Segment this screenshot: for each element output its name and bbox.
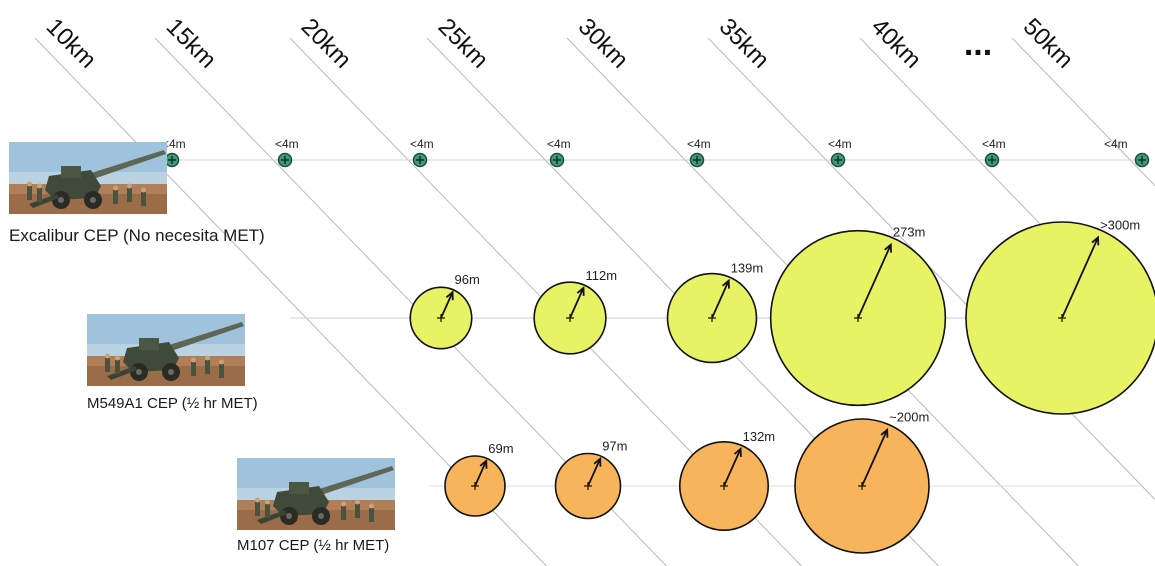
excalibur-cep-label: <4m — [162, 137, 186, 151]
excalibur-cep-marker: <4m — [1104, 137, 1150, 168]
excalibur-cep-label: <4m — [1104, 137, 1128, 151]
howitzer-illustration — [9, 142, 167, 214]
howitzer-illustration — [237, 458, 395, 530]
m549a1-cep-label: 139m — [731, 261, 764, 276]
howitzer-illustration — [87, 314, 245, 386]
m549a1-cep-circle: 273m — [769, 225, 947, 407]
range-label: 20km — [296, 13, 357, 74]
m107-cep-label: 69m — [488, 441, 513, 456]
excalibur-cep-label: <4m — [687, 137, 711, 151]
excalibur-cep-marker: <4m — [687, 137, 711, 168]
range-guide-line — [1011, 37, 1155, 187]
excalibur-cep-marker: <4m — [410, 137, 434, 168]
m549a1-cep-circle: >300m — [965, 217, 1155, 415]
m107-cep-label: 132m — [743, 429, 776, 444]
m107-cep-circle: ~200m — [794, 410, 930, 554]
m549a1-cep-label: 273m — [893, 225, 926, 240]
excalibur-howitzer-photo — [9, 142, 167, 214]
range-label: 15km — [161, 13, 222, 74]
range-ellipsis: ... — [964, 25, 992, 63]
m549a1-cep-label: >300m — [1100, 217, 1140, 232]
row-label-m549a1: M549A1 CEP (½ hr MET) — [87, 395, 258, 412]
m107-cep-circle: 69m — [444, 441, 514, 517]
row-label-excalibur: Excalibur CEP (No necesita MET) — [9, 226, 265, 245]
excalibur-cep-marker: <4m — [828, 137, 852, 168]
m549a1-cep-label: 112m — [585, 268, 617, 283]
m107-howitzer-photo — [237, 458, 395, 530]
excalibur-cep-label: <4m — [275, 137, 299, 151]
excalibur-cep-marker: <4m — [275, 137, 299, 168]
excalibur-cep-marker: <4m — [547, 137, 571, 168]
range-label: 50km — [1018, 13, 1079, 74]
excalibur-cep-label: <4m — [982, 137, 1006, 151]
m549a1-howitzer-photo — [87, 314, 245, 386]
row-label-m107: M107 CEP (½ hr MET) — [237, 537, 390, 554]
m107-cep-circle: 97m — [554, 439, 628, 520]
m107-cep-label: ~200m — [889, 410, 929, 425]
range-label: 40km — [866, 13, 927, 74]
range-label: 25km — [433, 13, 494, 74]
range-label: 35km — [714, 13, 775, 74]
excalibur-cep-marker: <4m — [982, 137, 1006, 168]
excalibur-cep-label: <4m — [828, 137, 852, 151]
range-label: 30km — [573, 13, 634, 74]
m549a1-cep-circle: 139m — [666, 261, 764, 364]
excalibur-cep-marker: <4m — [162, 137, 186, 168]
m549a1-cep-label: 96m — [455, 272, 480, 287]
excalibur-cep-label: <4m — [410, 137, 434, 151]
m107-cep-label: 97m — [602, 439, 627, 454]
m107-cep-circle: 132m — [678, 429, 776, 532]
range-guide-line — [707, 37, 1155, 501]
m549a1-cep-circle: 112m — [533, 268, 617, 355]
m549a1-cep-circle: 96m — [409, 272, 480, 350]
excalibur-cep-label: <4m — [547, 137, 571, 151]
range-label: 10km — [41, 13, 102, 74]
